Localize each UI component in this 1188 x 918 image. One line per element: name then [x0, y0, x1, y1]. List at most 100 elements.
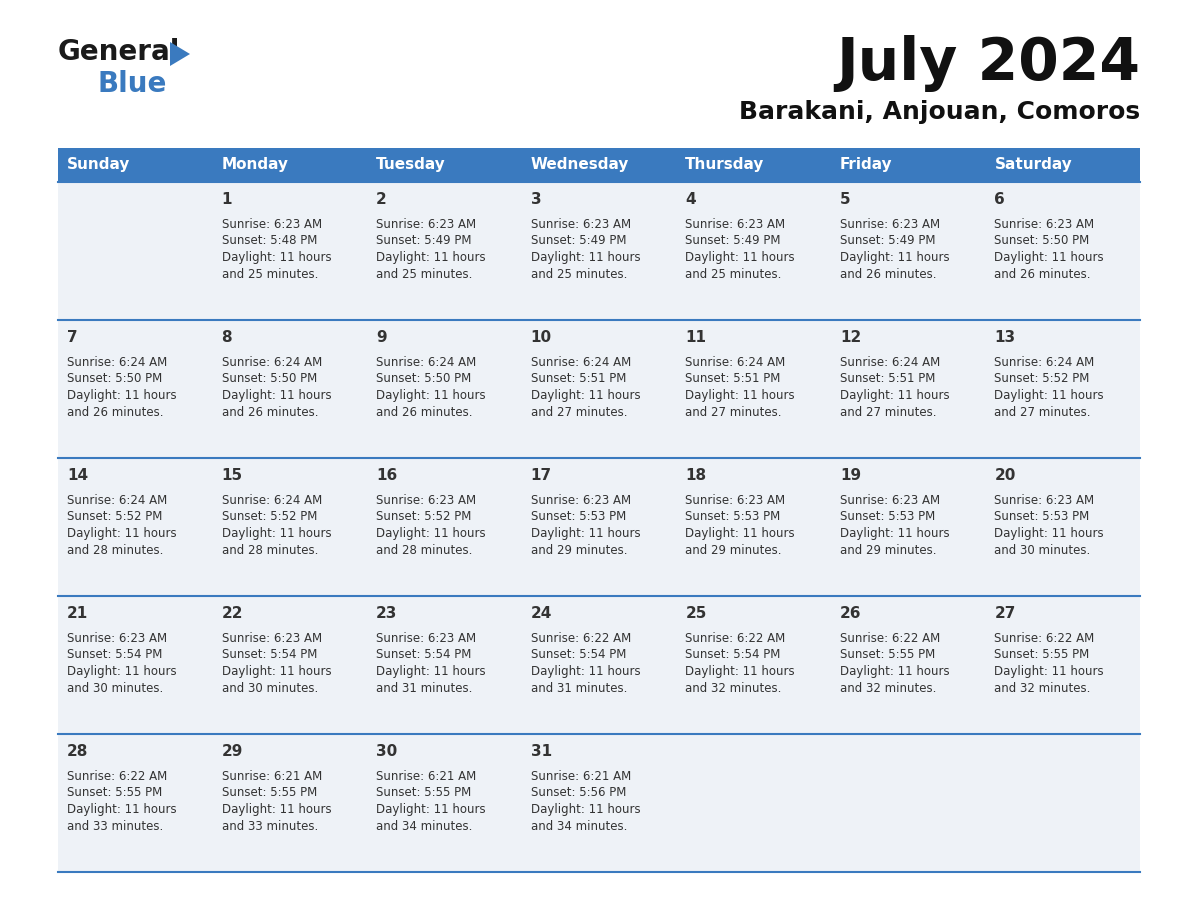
Text: and 26 minutes.: and 26 minutes. — [67, 406, 164, 419]
Text: Sunrise: 6:23 AM: Sunrise: 6:23 AM — [531, 218, 631, 231]
Text: 16: 16 — [377, 468, 398, 483]
Text: and 31 minutes.: and 31 minutes. — [531, 681, 627, 695]
Text: Sunrise: 6:23 AM: Sunrise: 6:23 AM — [377, 632, 476, 645]
Text: Sunset: 5:56 PM: Sunset: 5:56 PM — [531, 787, 626, 800]
Bar — [830, 148, 985, 182]
Text: Daylight: 11 hours: Daylight: 11 hours — [377, 389, 486, 402]
Text: 13: 13 — [994, 330, 1016, 345]
Bar — [985, 182, 1140, 320]
Text: Sunset: 5:51 PM: Sunset: 5:51 PM — [840, 373, 935, 386]
Bar — [676, 320, 830, 458]
Text: Sunset: 5:55 PM: Sunset: 5:55 PM — [67, 787, 163, 800]
Bar — [676, 734, 830, 872]
Text: Daylight: 11 hours: Daylight: 11 hours — [67, 803, 177, 816]
Text: Sunrise: 6:23 AM: Sunrise: 6:23 AM — [67, 632, 168, 645]
Text: 15: 15 — [222, 468, 242, 483]
Bar — [522, 148, 676, 182]
Text: 6: 6 — [994, 192, 1005, 207]
Text: 24: 24 — [531, 606, 552, 621]
Text: and 26 minutes.: and 26 minutes. — [994, 267, 1091, 281]
Text: July 2024: July 2024 — [836, 35, 1140, 92]
Text: Sunset: 5:50 PM: Sunset: 5:50 PM — [994, 234, 1089, 248]
Bar — [985, 148, 1140, 182]
Text: and 31 minutes.: and 31 minutes. — [377, 681, 473, 695]
Text: Sunrise: 6:23 AM: Sunrise: 6:23 AM — [840, 494, 940, 507]
Text: Daylight: 11 hours: Daylight: 11 hours — [377, 803, 486, 816]
Polygon shape — [170, 42, 190, 66]
Text: Daylight: 11 hours: Daylight: 11 hours — [222, 803, 331, 816]
Bar — [213, 596, 367, 734]
Text: Daylight: 11 hours: Daylight: 11 hours — [531, 251, 640, 264]
Text: Sunrise: 6:24 AM: Sunrise: 6:24 AM — [685, 356, 785, 369]
Bar — [676, 148, 830, 182]
Text: Sunrise: 6:24 AM: Sunrise: 6:24 AM — [222, 494, 322, 507]
Text: 12: 12 — [840, 330, 861, 345]
Text: and 32 minutes.: and 32 minutes. — [840, 681, 936, 695]
Text: 31: 31 — [531, 744, 552, 759]
Text: 17: 17 — [531, 468, 552, 483]
Text: 28: 28 — [67, 744, 88, 759]
Text: 20: 20 — [994, 468, 1016, 483]
Text: and 26 minutes.: and 26 minutes. — [377, 406, 473, 419]
Bar — [367, 596, 522, 734]
Text: Sunset: 5:55 PM: Sunset: 5:55 PM — [222, 787, 317, 800]
Text: and 25 minutes.: and 25 minutes. — [222, 267, 318, 281]
Text: 11: 11 — [685, 330, 707, 345]
Text: Sunrise: 6:22 AM: Sunrise: 6:22 AM — [840, 632, 940, 645]
Bar — [676, 182, 830, 320]
Text: and 29 minutes.: and 29 minutes. — [531, 543, 627, 556]
Bar — [58, 458, 213, 596]
Text: 29: 29 — [222, 744, 244, 759]
Text: Sunset: 5:49 PM: Sunset: 5:49 PM — [685, 234, 781, 248]
Text: Sunrise: 6:24 AM: Sunrise: 6:24 AM — [840, 356, 940, 369]
Bar — [58, 320, 213, 458]
Bar — [522, 320, 676, 458]
Text: and 26 minutes.: and 26 minutes. — [840, 267, 936, 281]
Text: Sunrise: 6:23 AM: Sunrise: 6:23 AM — [994, 494, 1094, 507]
Bar — [522, 596, 676, 734]
Text: Sunset: 5:52 PM: Sunset: 5:52 PM — [67, 510, 163, 523]
Text: Daylight: 11 hours: Daylight: 11 hours — [685, 251, 795, 264]
Text: 30: 30 — [377, 744, 398, 759]
Text: Tuesday: Tuesday — [377, 158, 446, 173]
Text: Sunset: 5:50 PM: Sunset: 5:50 PM — [222, 373, 317, 386]
Text: Sunset: 5:50 PM: Sunset: 5:50 PM — [377, 373, 472, 386]
Text: Daylight: 11 hours: Daylight: 11 hours — [994, 665, 1104, 678]
Text: 23: 23 — [377, 606, 398, 621]
Text: Thursday: Thursday — [685, 158, 765, 173]
Text: Sunset: 5:54 PM: Sunset: 5:54 PM — [531, 648, 626, 662]
Text: Sunrise: 6:23 AM: Sunrise: 6:23 AM — [685, 494, 785, 507]
Text: Sunrise: 6:24 AM: Sunrise: 6:24 AM — [377, 356, 476, 369]
Text: Daylight: 11 hours: Daylight: 11 hours — [222, 665, 331, 678]
Bar — [367, 148, 522, 182]
Bar — [213, 734, 367, 872]
Text: 4: 4 — [685, 192, 696, 207]
Bar — [58, 734, 213, 872]
Bar — [830, 182, 985, 320]
Text: Daylight: 11 hours: Daylight: 11 hours — [531, 527, 640, 540]
Text: 21: 21 — [67, 606, 88, 621]
Text: and 32 minutes.: and 32 minutes. — [994, 681, 1091, 695]
Bar — [830, 458, 985, 596]
Text: and 27 minutes.: and 27 minutes. — [840, 406, 936, 419]
Bar — [830, 320, 985, 458]
Bar — [213, 320, 367, 458]
Text: 10: 10 — [531, 330, 552, 345]
Text: Daylight: 11 hours: Daylight: 11 hours — [531, 803, 640, 816]
Text: Sunset: 5:52 PM: Sunset: 5:52 PM — [377, 510, 472, 523]
Bar — [985, 734, 1140, 872]
Text: Daylight: 11 hours: Daylight: 11 hours — [377, 251, 486, 264]
Text: Sunset: 5:55 PM: Sunset: 5:55 PM — [840, 648, 935, 662]
Text: Daylight: 11 hours: Daylight: 11 hours — [685, 665, 795, 678]
Bar — [676, 458, 830, 596]
Text: Daylight: 11 hours: Daylight: 11 hours — [67, 527, 177, 540]
Text: Sunset: 5:50 PM: Sunset: 5:50 PM — [67, 373, 163, 386]
Text: Daylight: 11 hours: Daylight: 11 hours — [222, 389, 331, 402]
Text: Daylight: 11 hours: Daylight: 11 hours — [222, 251, 331, 264]
Text: and 27 minutes.: and 27 minutes. — [531, 406, 627, 419]
Text: Sunrise: 6:23 AM: Sunrise: 6:23 AM — [222, 218, 322, 231]
Text: 7: 7 — [67, 330, 77, 345]
Text: Sunrise: 6:22 AM: Sunrise: 6:22 AM — [67, 770, 168, 783]
Bar — [58, 182, 213, 320]
Text: Sunday: Sunday — [67, 158, 131, 173]
